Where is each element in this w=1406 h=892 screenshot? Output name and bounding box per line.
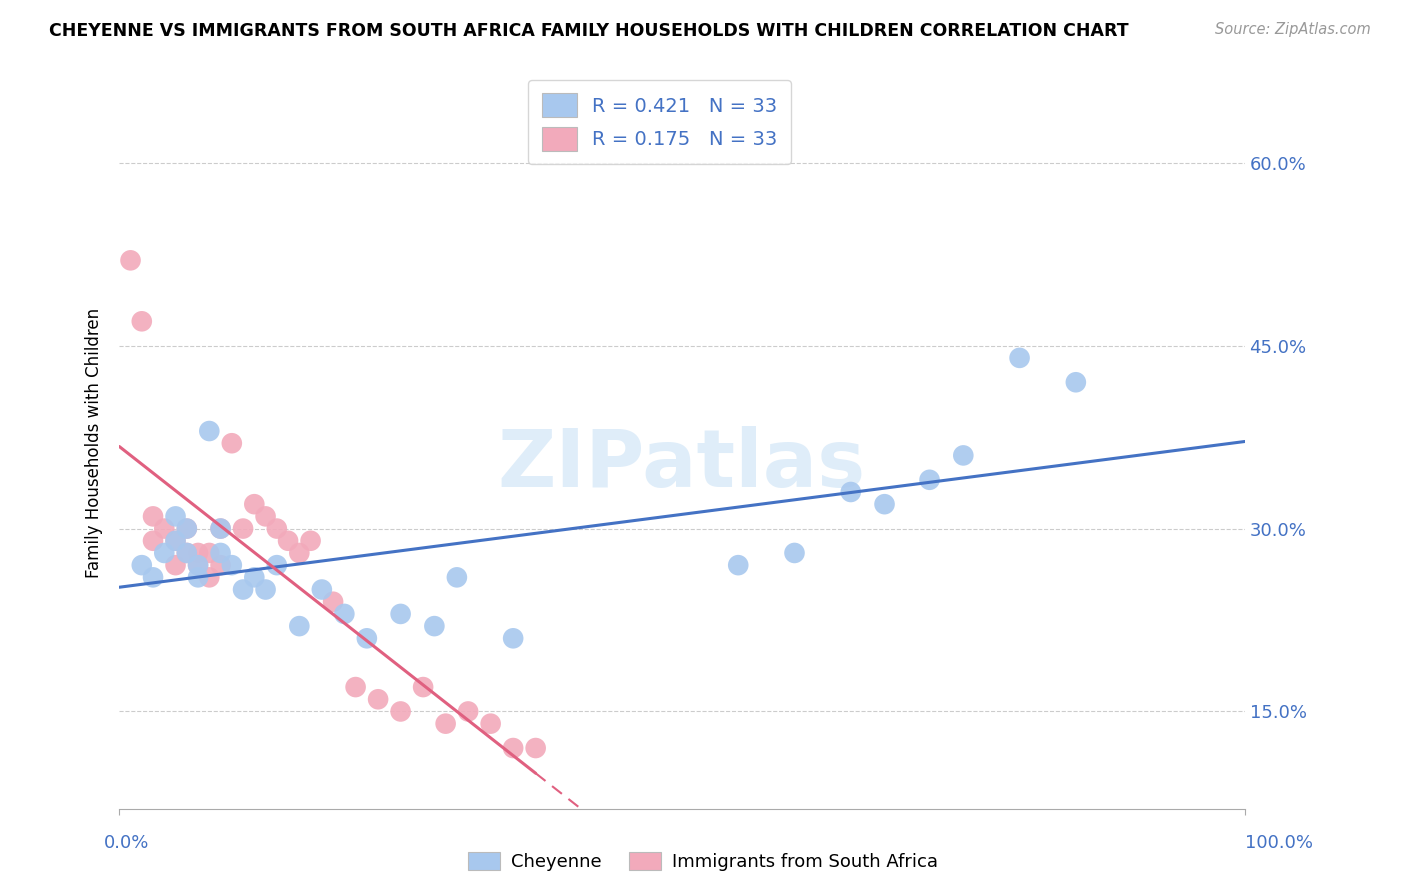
Point [367, 692, 389, 706]
Point [423, 619, 446, 633]
Point [322, 595, 344, 609]
Point [153, 522, 176, 536]
Point [1008, 351, 1031, 365]
Point [524, 741, 547, 756]
Point [288, 546, 311, 560]
Point [232, 582, 254, 597]
Point [243, 570, 266, 584]
Point [952, 449, 974, 463]
Point [299, 533, 322, 548]
Text: 100.0%: 100.0% [1246, 834, 1313, 852]
Point [142, 533, 165, 548]
Point [502, 632, 524, 646]
Point [457, 705, 479, 719]
Point [153, 546, 176, 560]
Point [198, 570, 221, 584]
Point [873, 497, 896, 511]
Point [165, 558, 187, 573]
Point [232, 522, 254, 536]
Point [209, 546, 232, 560]
Point [479, 716, 502, 731]
Point [187, 570, 209, 584]
Point [176, 522, 198, 536]
Point [142, 570, 165, 584]
Text: 0.0%: 0.0% [104, 834, 149, 852]
Point [221, 436, 243, 450]
Point [266, 522, 288, 536]
Point [243, 497, 266, 511]
Point [839, 485, 862, 500]
Text: CHEYENNE VS IMMIGRANTS FROM SOUTH AFRICA FAMILY HOUSEHOLDS WITH CHILDREN CORRELA: CHEYENNE VS IMMIGRANTS FROM SOUTH AFRICA… [49, 22, 1129, 40]
Point [198, 546, 221, 560]
Point [187, 558, 209, 573]
Point [311, 582, 333, 597]
Point [176, 546, 198, 560]
Point [187, 558, 209, 573]
Point [356, 632, 378, 646]
Point [918, 473, 941, 487]
Legend: R = 0.421   N = 33, R = 0.175   N = 33: R = 0.421 N = 33, R = 0.175 N = 33 [527, 80, 792, 164]
Point [165, 509, 187, 524]
Point [142, 509, 165, 524]
Point [165, 533, 187, 548]
Point [434, 716, 457, 731]
Point [446, 570, 468, 584]
Point [209, 522, 232, 536]
Point [131, 558, 153, 573]
Point [254, 509, 277, 524]
Point [783, 546, 806, 560]
Point [254, 582, 277, 597]
Point [165, 533, 187, 548]
Point [198, 424, 221, 438]
Point [1064, 376, 1087, 390]
Point [727, 558, 749, 573]
Point [412, 680, 434, 694]
Y-axis label: Family Households with Children: Family Households with Children [86, 308, 103, 578]
Point [502, 741, 524, 756]
Text: ZIPatlas: ZIPatlas [498, 426, 866, 504]
Point [176, 522, 198, 536]
Point [209, 522, 232, 536]
Point [187, 546, 209, 560]
Point [344, 680, 367, 694]
Point [389, 607, 412, 621]
Point [333, 607, 356, 621]
Point [221, 558, 243, 573]
Point [288, 619, 311, 633]
Point [131, 314, 153, 328]
Point [209, 558, 232, 573]
Point [176, 546, 198, 560]
Legend: Cheyenne, Immigrants from South Africa: Cheyenne, Immigrants from South Africa [461, 845, 945, 879]
Text: Source: ZipAtlas.com: Source: ZipAtlas.com [1215, 22, 1371, 37]
Point [389, 705, 412, 719]
Point [266, 558, 288, 573]
Point [277, 533, 299, 548]
Point [120, 253, 142, 268]
